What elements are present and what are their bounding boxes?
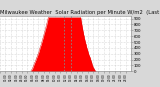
Text: Milwaukee Weather  Solar Radiation per Minute W/m2  (Last 24 Hours): Milwaukee Weather Solar Radiation per Mi…: [0, 10, 160, 15]
